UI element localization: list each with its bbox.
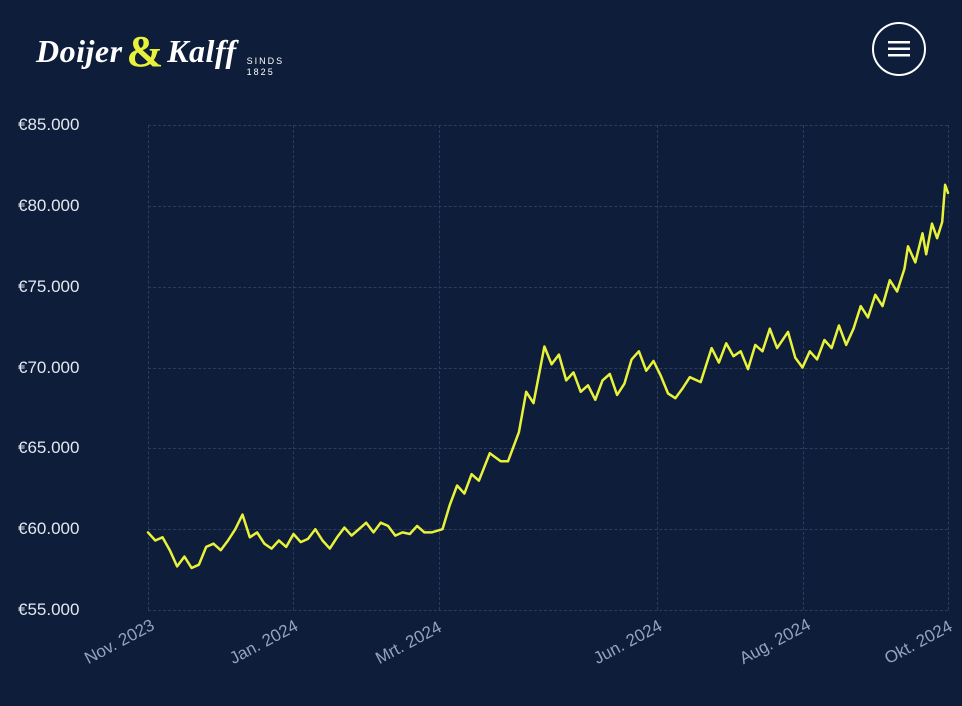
hamburger-icon bbox=[888, 41, 910, 57]
logo-since: SINDS 1825 bbox=[247, 56, 285, 78]
logo-ampersand: & bbox=[123, 26, 168, 77]
logo-word-2: Kalff bbox=[167, 33, 236, 70]
brand-logo: Doijer & Kalff SINDS 1825 bbox=[36, 22, 284, 76]
logo-word-1: Doijer bbox=[36, 33, 123, 70]
menu-button[interactable] bbox=[872, 22, 926, 76]
logo-since-label: SINDS bbox=[247, 56, 285, 67]
price-chart: €55.000€60.000€65.000€70.000€75.000€80.0… bbox=[0, 90, 962, 706]
header: Doijer & Kalff SINDS 1825 bbox=[0, 0, 962, 80]
price-series bbox=[0, 90, 962, 630]
logo-since-year: 1825 bbox=[247, 67, 285, 78]
